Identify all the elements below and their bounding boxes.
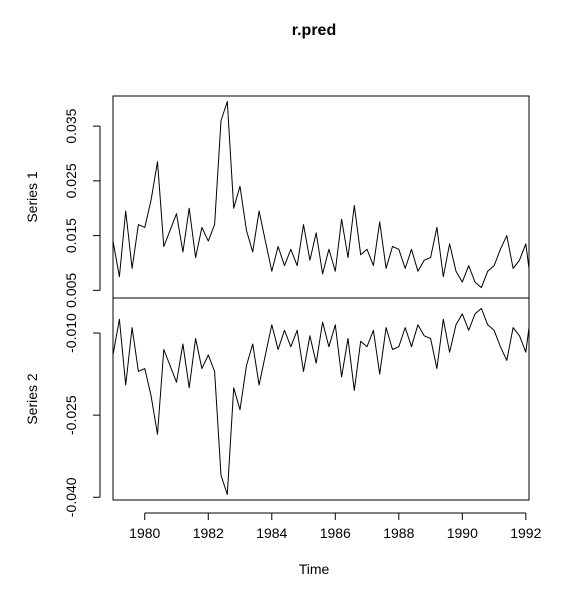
series-1-y-tick-label: 0.015 (63, 218, 79, 253)
series-2-y-tick-label: -0.040 (63, 477, 79, 517)
x-tick-label: 1982 (193, 525, 224, 541)
series-1-y-tick-label: 0.035 (63, 108, 79, 143)
series-1-y-axis: 0.005 0.015 0.025 0.035 (63, 108, 101, 308)
series-1-y-tick-label: 0.025 (63, 163, 79, 198)
series-2-line (112, 307, 530, 495)
chart-title: r.pred (292, 22, 336, 39)
series-2-y-tick-label: -0.010 (63, 313, 79, 353)
series-2-axis-label: Series 2 (24, 373, 40, 425)
x-axis-title: Time (299, 561, 330, 577)
x-tick-label: 1988 (383, 525, 414, 541)
series-1-axis-label: Series 1 (24, 171, 40, 223)
series-1-line (112, 101, 530, 289)
x-tick-label: 1980 (129, 525, 160, 541)
time-x-axis: 1980 1982 1984 1986 1988 1990 1992 (129, 512, 542, 541)
series-2-y-tick-label: -0.025 (63, 395, 79, 435)
x-tick-label: 1984 (256, 525, 287, 541)
x-tick-label: 1986 (320, 525, 351, 541)
x-tick-label: 1990 (447, 525, 478, 541)
x-tick-label: 1992 (510, 525, 541, 541)
series-1-y-tick-label: 0.005 (63, 273, 79, 308)
series-2-y-axis: -0.040 -0.025 -0.010 (63, 313, 101, 517)
